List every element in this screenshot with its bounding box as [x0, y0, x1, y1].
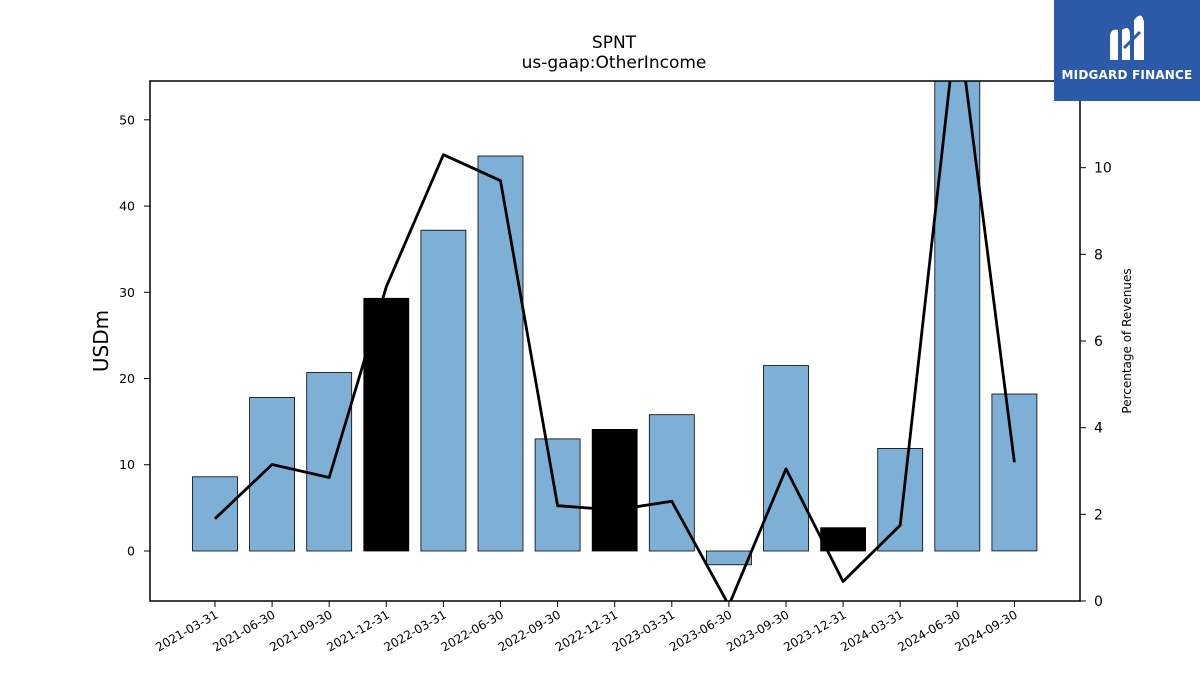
bar-2022-09-30 — [534, 438, 581, 552]
chart-subtitle: us-gaap:OtherIncome — [522, 53, 707, 73]
y-axis-label: USDm — [89, 310, 113, 372]
logo-mark-icon — [1110, 15, 1144, 61]
x-tick-label-2024-03-31: 2024-03-31 — [838, 607, 905, 654]
x-tick-label-2022-03-31: 2022-03-31 — [381, 607, 448, 654]
x-tick-label-2022-12-31: 2022-12-31 — [553, 607, 620, 654]
y2-tick-label-10: 10 — [1094, 161, 1112, 177]
bar-2022-12-31 — [591, 428, 638, 552]
bar-2024-09-30 — [991, 393, 1038, 552]
bar-2021-09-30 — [306, 372, 353, 552]
x-tick-label-2024-09-30: 2024-09-30 — [952, 607, 1019, 654]
bar-2021-03-31 — [192, 476, 238, 552]
x-tick-label-2023-03-31: 2023-03-31 — [610, 607, 677, 654]
x-tick-label-2021-09-30: 2021-09-30 — [267, 607, 334, 654]
brand-logo: MIDGARD FINANCE — [1054, 0, 1200, 101]
bar-2024-03-31 — [877, 447, 924, 552]
x-tick-label-2021-12-31: 2021-12-31 — [324, 607, 391, 654]
x-tick-label-2021-03-31: 2021-03-31 — [153, 607, 220, 654]
y2-tick-label-4: 4 — [1094, 421, 1103, 437]
x-tick-label-2022-09-30: 2022-09-30 — [496, 607, 563, 654]
x-tick-label-2023-12-31: 2023-12-31 — [781, 607, 848, 654]
x-tick-label-2022-06-30: 2022-06-30 — [439, 607, 506, 654]
bar-2022-06-30 — [477, 155, 524, 552]
y-tick-label-10: 10 — [119, 457, 135, 472]
y2-tick-label-6: 6 — [1094, 334, 1103, 350]
x-tick-label-2024-06-30: 2024-06-30 — [895, 607, 962, 654]
x-tick-label-2023-06-30: 2023-06-30 — [667, 607, 734, 654]
y-tick-label-50: 50 — [119, 112, 135, 127]
bar-2023-06-30 — [706, 550, 752, 566]
x-tick-label-2021-06-30: 2021-06-30 — [210, 607, 277, 654]
bar-2021-06-30 — [249, 397, 296, 552]
plot-marks — [192, 81, 1038, 601]
bar-2022-03-31 — [420, 229, 467, 552]
bar-2023-09-30 — [763, 365, 809, 552]
plot-frame — [149, 80, 1081, 602]
logo-text: MIDGARD FINANCE — [1061, 68, 1193, 82]
y-tick-label-40: 40 — [119, 199, 135, 214]
y2-axis-label: Percentage of Revenues — [1120, 268, 1134, 413]
y2-tick-label-2: 2 — [1094, 507, 1103, 523]
y-tick-label-30: 30 — [119, 285, 135, 300]
x-tick-label-2023-09-30: 2023-09-30 — [724, 607, 791, 654]
chart-title: SPNT — [592, 33, 637, 53]
y-tick-label-0: 0 — [127, 543, 135, 558]
y2-tick-label-8: 8 — [1094, 247, 1103, 263]
y-tick-label-20: 20 — [119, 371, 135, 386]
plot-area: 0102030405002468102021-03-312021-06-3020… — [119, 81, 1112, 654]
y2-tick-label-0: 0 — [1094, 594, 1103, 610]
